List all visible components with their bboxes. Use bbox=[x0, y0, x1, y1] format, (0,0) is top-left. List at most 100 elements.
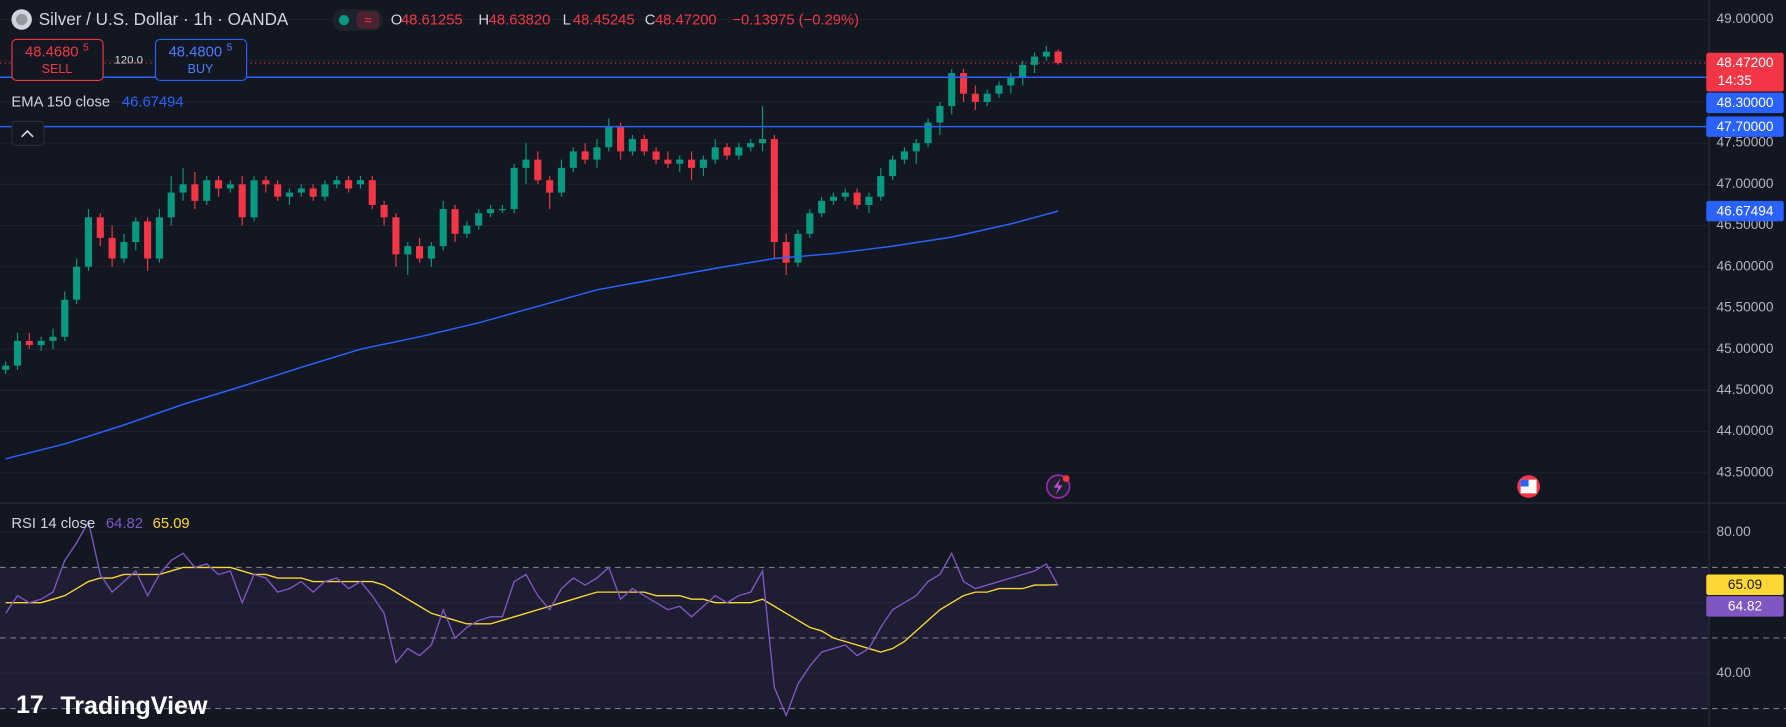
market-open-dot bbox=[338, 14, 350, 26]
event-bolt bbox=[1053, 478, 1063, 495]
candle-body bbox=[747, 143, 755, 148]
rsi-value-badge bbox=[1706, 574, 1784, 596]
candle-body bbox=[959, 73, 968, 94]
rsi-value-badge bbox=[1706, 596, 1784, 617]
ohlc-value: 48.61255 bbox=[401, 13, 463, 29]
candle-body bbox=[238, 184, 246, 218]
candle-body bbox=[676, 159, 684, 164]
candle-body bbox=[723, 147, 731, 156]
candle-body bbox=[699, 159, 707, 168]
candle-body bbox=[900, 151, 908, 160]
candle-body bbox=[522, 159, 530, 168]
candle-body bbox=[971, 93, 979, 102]
candle-body bbox=[664, 159, 672, 164]
candle-body bbox=[297, 188, 305, 193]
candle-body bbox=[191, 184, 199, 201]
price-tick-label: 45.50000 bbox=[1717, 300, 1774, 315]
candle-body bbox=[841, 192, 849, 197]
candle-body bbox=[37, 340, 45, 346]
collapse-button[interactable] bbox=[11, 120, 45, 146]
data-delay-badge[interactable] bbox=[356, 11, 380, 29]
rsi-value-badge-label: 65.09 bbox=[1728, 577, 1762, 592]
data-delay-icon: ≈ bbox=[364, 12, 372, 27]
symbol-icon-inner bbox=[15, 13, 28, 26]
symbol-title[interactable]: Silver / U.S. Dollar · 1h · OANDA bbox=[39, 10, 289, 29]
candle-body bbox=[463, 225, 471, 234]
ema-price-badge-label: 46.67494 bbox=[1717, 203, 1774, 218]
candle-body bbox=[782, 242, 790, 263]
logo-mark: 17 bbox=[16, 691, 44, 719]
candle-body bbox=[345, 180, 353, 189]
candle-body bbox=[1007, 77, 1015, 86]
candle-body bbox=[510, 167, 518, 210]
candle-body bbox=[380, 204, 388, 218]
candle-body bbox=[770, 139, 778, 243]
candle-body bbox=[640, 139, 648, 152]
candle-body bbox=[498, 209, 506, 211]
sell-label: SELL bbox=[42, 62, 73, 76]
hline-price-badge-label: 48.30000 bbox=[1717, 95, 1774, 110]
buy-pip: 5 bbox=[227, 43, 233, 54]
price-tick-label: 49.00000 bbox=[1717, 11, 1774, 26]
ohlc-value: 48.47200 bbox=[655, 13, 717, 29]
change-text: −0.13975 (−0.29%) bbox=[732, 13, 859, 29]
candle-body bbox=[439, 209, 447, 247]
candle-body bbox=[167, 192, 175, 218]
spread: 120.0 bbox=[114, 55, 142, 67]
collapse-icon bbox=[21, 129, 34, 138]
candle-body bbox=[652, 151, 660, 160]
rsi-ma-line bbox=[5, 566, 1059, 653]
candle-body bbox=[1054, 51, 1062, 64]
candle-body bbox=[534, 159, 542, 181]
candle-body bbox=[61, 299, 69, 337]
last-price-badge-label: 48.47200 bbox=[1717, 55, 1774, 70]
rsi-value-badge-label: 64.82 bbox=[1728, 599, 1762, 614]
candle-body bbox=[628, 139, 636, 152]
ema-legend[interactable]: EMA 150 close bbox=[11, 95, 110, 111]
candle-body bbox=[73, 266, 81, 300]
price-tick-label: 47.00000 bbox=[1717, 176, 1774, 191]
price-tick-label: 46.00000 bbox=[1717, 258, 1774, 273]
flag-canton bbox=[1520, 479, 1529, 487]
candle-body bbox=[392, 217, 400, 255]
ema-price-badge bbox=[1706, 200, 1784, 222]
logo-text[interactable]: TradingView bbox=[60, 692, 208, 720]
price-tick-label: 44.50000 bbox=[1717, 382, 1774, 397]
candle-body bbox=[912, 143, 920, 152]
buy-label: BUY bbox=[188, 62, 214, 76]
rsi-tick-label: 80.00 bbox=[1717, 524, 1752, 539]
candle-body bbox=[794, 233, 802, 263]
candle-body bbox=[2, 365, 10, 370]
candle-body bbox=[250, 180, 258, 218]
candle-body bbox=[404, 246, 412, 255]
candle-body bbox=[120, 242, 128, 259]
buy-button[interactable] bbox=[154, 38, 248, 82]
candle-body bbox=[416, 246, 424, 259]
rsi-legend[interactable]: RSI 14 close bbox=[11, 516, 95, 532]
rsi-band bbox=[0, 567, 1709, 709]
candle-body bbox=[96, 217, 104, 238]
candle-body bbox=[144, 221, 152, 259]
candle-body bbox=[983, 93, 991, 102]
candle-body bbox=[84, 217, 93, 267]
ohlc-key: O bbox=[391, 13, 403, 29]
candle-body bbox=[262, 180, 270, 185]
ohlc-key: L bbox=[563, 13, 571, 29]
candle-body bbox=[368, 180, 376, 205]
candle-body bbox=[132, 221, 140, 243]
sell-price: 48.4680 bbox=[25, 44, 79, 60]
candle-body bbox=[203, 180, 211, 201]
price-tick-label: 43.50000 bbox=[1717, 464, 1774, 479]
candle-body bbox=[948, 73, 956, 107]
candle-body bbox=[274, 184, 282, 197]
candle-body bbox=[735, 147, 743, 156]
candle-body bbox=[356, 180, 364, 185]
sell-button[interactable] bbox=[11, 38, 104, 82]
candle-body bbox=[557, 167, 566, 193]
candle-body bbox=[806, 213, 814, 234]
candle-body bbox=[936, 106, 944, 123]
candle-body bbox=[49, 336, 57, 341]
candle-body bbox=[333, 180, 341, 185]
hline-price-badge bbox=[1706, 92, 1784, 114]
